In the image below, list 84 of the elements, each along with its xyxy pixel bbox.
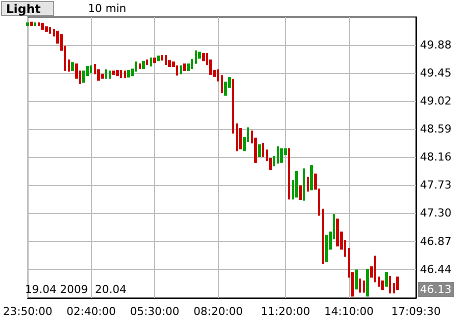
candlestick [389, 276, 391, 294]
candlestick [303, 168, 305, 201]
candlestick [366, 268, 369, 297]
candlestick [378, 276, 380, 287]
candlestick [109, 70, 111, 79]
candlestick [288, 148, 290, 200]
y-tick-label: 47.73 [420, 178, 452, 192]
candlestick [381, 280, 384, 290]
text: Light [1, 1, 54, 16]
candlestick [355, 269, 358, 290]
candlestick [363, 280, 365, 293]
candlestick [277, 146, 279, 164]
candlestick [396, 276, 399, 290]
annotation: 19.04 2009 [25, 283, 88, 296]
candlestick [183, 63, 186, 71]
candlestick [146, 60, 148, 66]
candlestick [41, 23, 44, 30]
candlestick [310, 165, 313, 190]
x-tick-label: 14:10:00 [324, 305, 374, 318]
y-tick-label: 47.30 [420, 206, 452, 220]
candlestick [258, 144, 261, 158]
candlestick [153, 58, 156, 64]
x-tick-label: 11:20:00 [260, 305, 310, 318]
candlestick [45, 26, 48, 32]
candlestick [116, 70, 119, 76]
candlestick [359, 278, 361, 293]
candlestick [221, 75, 223, 94]
candlestick [90, 65, 92, 73]
candlestick [49, 26, 51, 34]
candlestick [202, 53, 205, 62]
candlestick [280, 148, 283, 163]
candlestick [176, 65, 178, 76]
candlestick [165, 54, 167, 66]
candlestick [217, 69, 219, 82]
candlestick [30, 22, 33, 26]
candlestick [325, 234, 328, 262]
x-tick-label: 02:40:00 [66, 305, 116, 318]
candlestick [157, 56, 160, 62]
y-tick-label: 49.45 [420, 66, 452, 80]
x-tick-label: 17:09:30 [391, 305, 441, 318]
candlestick [336, 218, 339, 246]
candlestick [142, 60, 145, 70]
candlestick [120, 70, 122, 78]
candlestick [161, 54, 163, 61]
candlestick [295, 171, 298, 198]
candlestick [273, 156, 275, 166]
y-tick-label: 48.59 [420, 122, 452, 136]
candlestick [262, 142, 264, 158]
y-tick-label: 49.88 [420, 38, 452, 52]
candlestick [239, 128, 242, 150]
annotation: 20.04 [95, 283, 126, 296]
candlestick [71, 62, 74, 71]
candlestick [232, 79, 234, 134]
candlestick [236, 123, 238, 152]
candlestick [38, 22, 40, 26]
candlestick [322, 208, 324, 264]
x-tick-label: 08:20:00 [194, 305, 243, 318]
candlestick [385, 272, 388, 287]
candlestick [68, 60, 70, 72]
y-tick-label: 46.87 [420, 234, 452, 248]
candlestick [135, 61, 137, 72]
candlestick [374, 256, 376, 282]
candlestick [127, 70, 130, 78]
y-tick-label: 49.02 [420, 94, 452, 108]
candlestick [150, 58, 152, 66]
candlestick [195, 50, 197, 64]
candlestick [191, 58, 193, 70]
candlestick [26, 22, 29, 26]
candlestick [112, 70, 115, 75]
y-tick-label: 46.44 [420, 262, 452, 276]
candlestick [124, 70, 126, 78]
candlestick [101, 74, 104, 79]
candlestick [307, 176, 309, 192]
candlestick [299, 185, 302, 200]
candlestick [180, 65, 182, 74]
x-tick-label: 23:50:00 [3, 305, 52, 318]
candlestick [34, 22, 36, 26]
annotation: 46.13 [418, 282, 454, 297]
x-tick-label: 05:30:00 [130, 305, 180, 318]
candlestick [139, 63, 141, 70]
candlestick [105, 69, 107, 79]
text: 10 min [88, 2, 126, 15]
y-tick-label: 48.16 [420, 150, 452, 164]
candlestick [187, 63, 190, 71]
